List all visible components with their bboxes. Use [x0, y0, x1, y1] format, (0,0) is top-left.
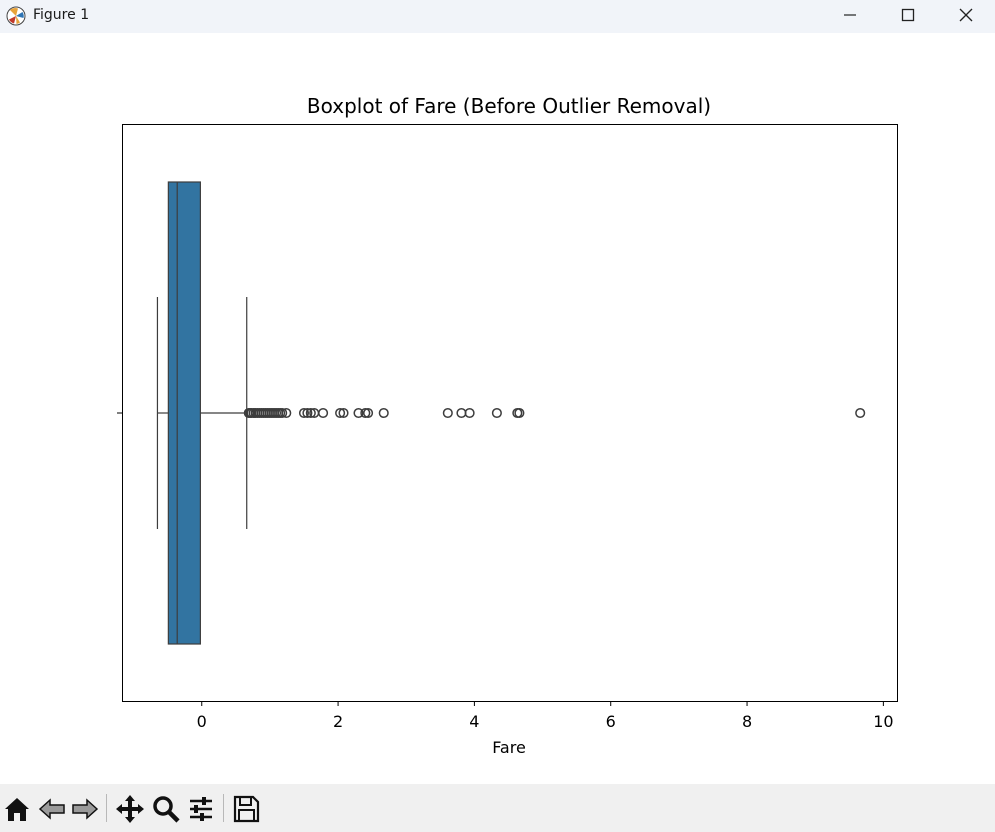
close-icon — [959, 8, 973, 22]
back-button[interactable] — [35, 792, 69, 826]
outlier-point — [302, 407, 313, 419]
configure-subplots-icon — [190, 797, 212, 821]
outlier-point — [318, 407, 329, 419]
outlier-point — [442, 407, 453, 419]
pan-button[interactable] — [113, 792, 147, 826]
back-icon — [38, 798, 65, 820]
outlier-point — [338, 407, 349, 419]
window-title: Figure 1 — [33, 7, 90, 23]
outlier-point — [335, 407, 346, 419]
x-tick-label: 10 — [873, 712, 893, 731]
outlier-point — [514, 407, 525, 419]
outlier-point — [464, 407, 475, 419]
x-tick-label: 4 — [469, 712, 479, 731]
x-axis: 0 2 4 6 8 10 — [117, 412, 894, 731]
plot-area — [156, 181, 866, 645]
outlier-point — [363, 407, 374, 419]
toolbar-separator — [106, 794, 107, 822]
x-tick-label: 0 — [197, 712, 207, 731]
x-tick-label: 6 — [606, 712, 616, 731]
boxplot-chart: Boxplot of Fare (Before Outlier Removal)… — [117, 94, 898, 757]
minimize-button[interactable] — [821, 0, 879, 33]
figure-canvas[interactable]: Boxplot of Fare (Before Outlier Removal)… — [0, 33, 995, 784]
outlier-point — [855, 407, 866, 419]
navigation-toolbar — [0, 784, 995, 832]
save-icon — [233, 795, 260, 823]
axes-frame — [122, 124, 898, 702]
window-titlebar: Figure 1 — [0, 0, 995, 33]
outlier-point — [353, 407, 364, 419]
chart-title: Boxplot of Fare (Before Outlier Removal) — [307, 94, 711, 118]
save-button[interactable] — [229, 792, 263, 826]
configure-subplots-button[interactable] — [184, 792, 218, 826]
x-axis-label: Fare — [492, 738, 526, 757]
outlier-point — [456, 407, 467, 419]
pan-icon — [116, 795, 144, 823]
outlier-point — [305, 407, 316, 419]
outlier-point — [277, 407, 288, 419]
matplotlib-icon — [6, 6, 26, 26]
outlier-point — [281, 407, 292, 419]
outlier-point — [360, 407, 371, 419]
forward-button[interactable] — [68, 792, 102, 826]
outlier-point — [491, 407, 502, 419]
home-button[interactable] — [0, 792, 34, 826]
outlier-point — [378, 407, 389, 419]
maximize-icon — [901, 8, 915, 22]
x-tick-label: 2 — [333, 712, 343, 731]
iqr-box — [167, 181, 201, 645]
toolbar-separator — [223, 794, 224, 822]
maximize-button[interactable] — [879, 0, 937, 33]
home-icon — [5, 798, 29, 821]
zoom-icon — [153, 796, 180, 823]
minimize-icon — [844, 14, 856, 16]
forward-icon — [72, 798, 99, 820]
x-tick-label: 8 — [742, 712, 752, 731]
zoom-button[interactable] — [149, 792, 183, 826]
outlier-point — [298, 407, 310, 419]
close-button[interactable] — [937, 0, 995, 33]
